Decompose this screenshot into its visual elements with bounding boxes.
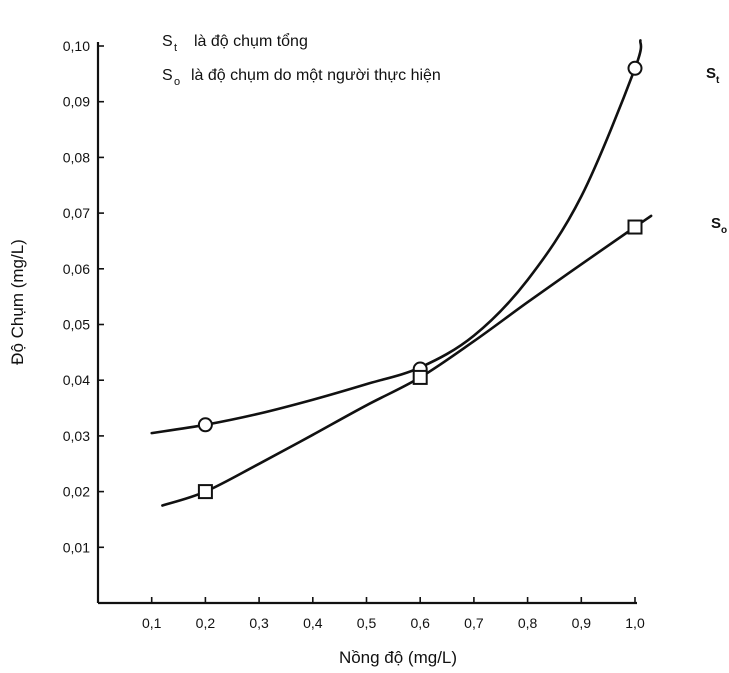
series-markers (197, 60, 643, 500)
x-tick-label: 0,1 (142, 615, 162, 631)
x-tick-label: 0,8 (518, 615, 538, 631)
x-tick-label: 0,9 (572, 615, 592, 631)
legend-text: là độ chụm tổng (194, 32, 308, 50)
y-tick-label: 0,03 (63, 428, 90, 444)
y-axis-title: Độ Chụm (mg/L) (8, 239, 27, 365)
series-label-sub: t (716, 75, 720, 86)
legend-text: là độ chụm do một người thực hiện (191, 67, 441, 84)
axes (96, 42, 637, 605)
legend-symbol: S (162, 33, 173, 50)
series-label-st: S t (706, 65, 720, 86)
legend-subscript: o (174, 76, 180, 88)
x-tick-label: 0,5 (357, 615, 377, 631)
y-tick-label: 0,08 (63, 149, 90, 165)
legend: S t là độ chụm tổng S o là độ chụm do mộ… (162, 32, 441, 88)
legend-item-st: S t là độ chụm tổng (162, 32, 308, 54)
data-point-st (627, 60, 643, 76)
data-point-so (197, 484, 213, 500)
y-tick-label: 0,07 (63, 205, 90, 221)
x-tick-label: 0,6 (410, 615, 430, 631)
series-curves (150, 39, 653, 507)
y-tick-label: 0,01 (63, 539, 90, 555)
legend-symbol: S (162, 67, 173, 84)
series-label-main: S (711, 215, 721, 232)
x-tick-label: 0,3 (249, 615, 269, 631)
x-tick-label: 0,7 (464, 615, 484, 631)
data-point-st (197, 417, 213, 433)
tick-labels: 0,1 0,2 0,3 0,4 0,5 0,6 0,7 0,8 0,9 1,0 0,01 0,02 0,… (63, 38, 645, 631)
x-tick-label: 0,4 (303, 615, 323, 631)
data-point-so (627, 219, 643, 235)
x-tick-label: 1,0 (625, 615, 645, 631)
data-point-so (412, 369, 428, 385)
y-tick-label: 0,09 (63, 94, 90, 110)
series-label-so: S o (711, 215, 727, 236)
series-line-so (161, 214, 653, 507)
series-label-sub: o (721, 225, 727, 236)
y-tick-label: 0,10 (63, 38, 90, 54)
y-tick-label: 0,04 (63, 372, 90, 388)
y-tick-label: 0,02 (63, 484, 90, 500)
legend-item-so: S o là độ chụm do một người thực hiện (162, 67, 441, 88)
series-line-st (150, 39, 643, 435)
y-tick-label: 0,05 (63, 317, 90, 333)
legend-subscript: t (174, 42, 177, 54)
x-axis-title: Nồng độ (mg/L) (339, 648, 457, 667)
series-label-main: S (706, 65, 716, 82)
y-tick-label: 0,06 (63, 261, 90, 277)
x-tick-label: 0,2 (196, 615, 216, 631)
